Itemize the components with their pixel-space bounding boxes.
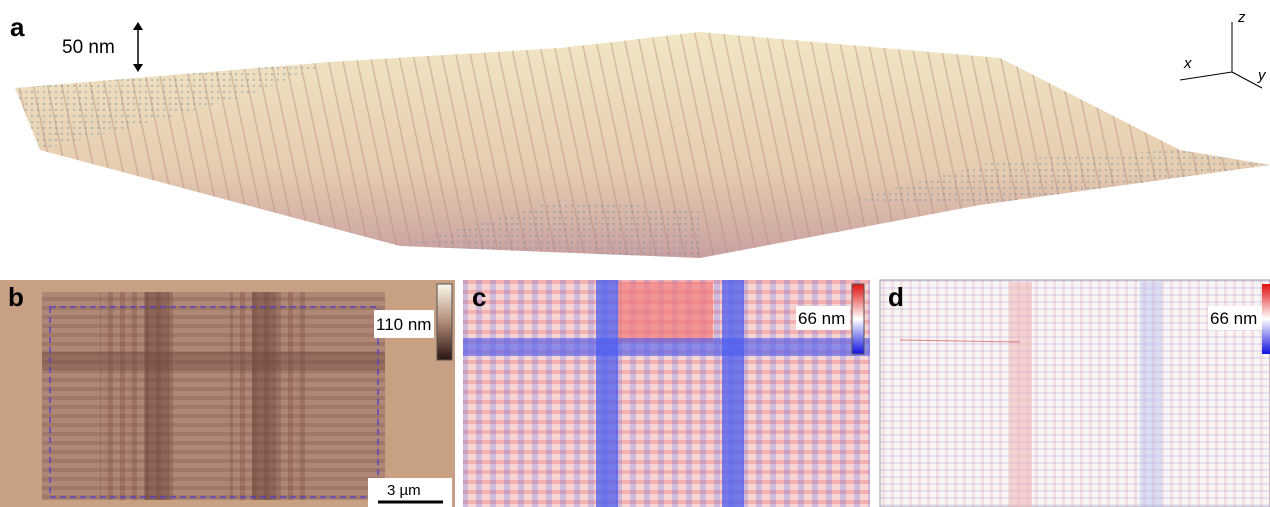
panel-label: a [10, 12, 25, 42]
scale-label: 50 nm [62, 37, 115, 58]
blue-band [596, 280, 618, 507]
axis-label: z [1237, 9, 1246, 26]
dark-band [252, 292, 276, 500]
page: a 50 nm z x y b 110 nm 3 µm c 66 nm d 66… [0, 0, 1270, 507]
axis-label: y [1257, 67, 1267, 84]
figure: a 50 nm z x y b 110 nm 3 µm c 66 nm d 66… [0, 0, 1270, 507]
panel-label: c [472, 282, 486, 312]
band [1010, 282, 1032, 507]
band [1140, 282, 1162, 507]
colorbar [852, 284, 864, 354]
blue-band [463, 338, 870, 356]
dark-band [42, 352, 385, 370]
red-block [618, 282, 713, 342]
scale-bar-label: 3 µm [387, 482, 421, 499]
colorbar [1262, 284, 1270, 354]
colorbar [437, 284, 452, 360]
colorbar-label: 66 nm [798, 309, 845, 328]
axis-label: x [1183, 55, 1192, 72]
panel-label: d [888, 282, 904, 312]
colorbar-label: 110 nm [376, 315, 431, 334]
panel-label: b [8, 282, 24, 312]
dark-band [145, 292, 169, 500]
arrow-head [133, 22, 143, 30]
arrow-head [133, 64, 143, 72]
blue-band [722, 280, 744, 507]
axis-x [1180, 72, 1232, 80]
topography-stripes [42, 292, 385, 500]
colorbar-label: 66 nm [1210, 309, 1257, 328]
